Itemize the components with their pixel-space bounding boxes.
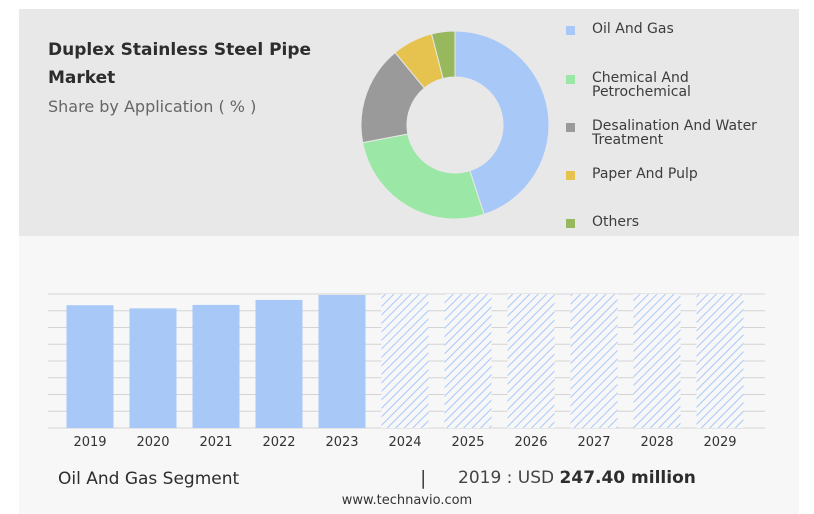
footer-url: www.technavio.com [341,493,473,508]
x-tick-label: 2022 [262,435,295,450]
legend-label: Oil And Gas [592,21,674,37]
chart-subtitle: Share by Application ( % ) [48,97,257,116]
bar-2023 [318,294,366,428]
x-tick-label: 2027 [577,435,610,450]
bar-2021 [192,304,240,428]
bar-2028 [633,294,681,428]
donut-slice-chemical-and-petrochemical [362,133,485,220]
footer-value: 2019 : USD 247.40 million [458,468,696,488]
footer-segment: Oil And Gas Segment [58,469,240,489]
bar-2020 [129,308,177,428]
x-tick-label: 2019 [73,435,106,450]
x-tick-label: 2021 [199,435,232,450]
x-tick-label: 2020 [136,435,169,450]
legend-swatch [566,75,575,84]
donut-slice-others [431,30,456,80]
legend-swatch [566,123,575,132]
x-tick-label: 2025 [451,435,484,450]
legend-swatch [566,26,575,35]
x-tick-label: 2026 [514,435,547,450]
footer-separator: | [420,467,427,489]
donut-slice-oil-and-gas [454,30,550,216]
bar-2022 [255,299,303,428]
legend-label: Chemical And Petrochemical [592,70,691,100]
chart-title: Duplex Stainless Steel Pipe Market [48,40,312,88]
legend-swatch [566,171,575,180]
legend-label: Desalination And Water Treatment [592,118,757,148]
legend-label: Paper And Pulp [592,166,698,182]
x-tick-label: 2028 [640,435,673,450]
donut-chart [360,30,550,220]
footer-amount: 247.40 million [559,468,696,488]
bar-2025 [444,294,492,428]
x-tick-label: 2029 [703,435,736,450]
legend-swatch [566,219,575,228]
bar-2029 [696,294,744,428]
legend-label: Others [592,214,640,230]
bar-2027 [570,294,618,428]
bar-2026 [507,294,555,428]
footer-year: 2019 : USD [458,468,555,488]
bar-2019 [66,305,114,428]
bar-2024 [381,294,429,428]
x-tick-label: 2024 [388,435,421,450]
x-tick-label: 2023 [325,435,358,450]
